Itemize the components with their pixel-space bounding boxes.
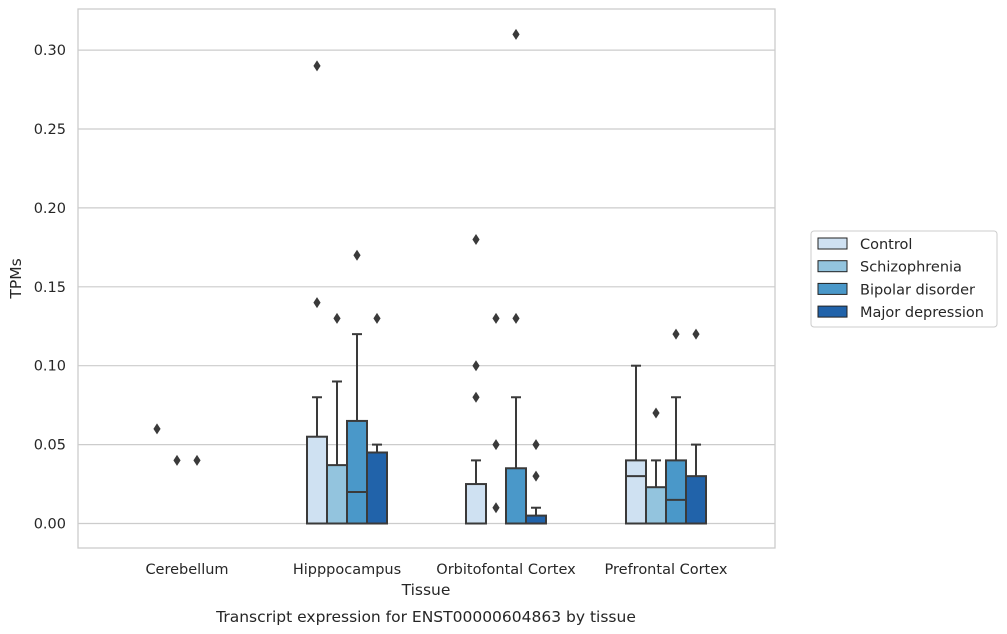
box [326,464,348,525]
legend-label: Schizophrenia [860,260,962,276]
outlier-point [313,60,321,72]
y-axis-label: TPMs [7,258,25,299]
legend-swatch [817,282,848,295]
legend: Control Schizophrenia Bipolar disorder Majo… [810,230,998,328]
x-axis-ticks: Cerebellum Hipppocampus Orbitofontal Corte… [145,562,727,578]
legend-label: Bipolar disorder [860,282,975,298]
box-group [346,249,368,525]
legend-swatch [817,260,848,273]
outlier-point [313,297,321,309]
box [525,514,547,525]
box-group [505,28,527,525]
box-group [665,328,687,525]
x-tick-label: Hipppocampus [293,562,401,578]
y-tick-label: 0.00 [34,517,66,533]
x-tick-label: Prefrontal Cortex [605,562,728,578]
y-tick-label: 0.15 [34,280,66,296]
outlier-point [492,439,500,451]
outlier-point [193,454,201,466]
legend-label: Control [860,237,912,253]
legend-frame [810,230,998,328]
outlier-point [672,328,680,340]
outlier-point [472,360,480,372]
box [505,467,527,525]
outlier-point [692,328,700,340]
box-group [173,454,181,466]
y-tick-label: 0.25 [34,122,66,138]
box [645,486,667,525]
box [465,483,487,525]
box [346,419,368,525]
y-tick-label: 0.05 [34,438,66,454]
y-axis-ticks: 0.00 0.05 0.10 0.15 0.20 0.25 0.30 [34,43,66,532]
outlier-point [532,470,540,482]
box-group [525,439,547,525]
box-group [193,454,201,466]
box [366,451,388,525]
box [625,459,647,525]
box-group [366,312,388,525]
x-tick-label: Orbitofontal Cortex [436,562,576,578]
legend-swatch [817,237,848,250]
outlier-point [333,312,341,324]
x-axis-label: Tissue [401,581,451,599]
outlier-point [652,407,660,419]
box [665,459,687,525]
outlier-point [492,312,500,324]
outlier-point [153,423,161,435]
box-plots [153,28,707,525]
box-group [685,328,707,525]
y-tick-label: 0.20 [34,201,66,217]
box-group [492,312,500,514]
y-tick-label: 0.10 [34,359,66,375]
box [306,435,328,525]
outlier-point [353,249,361,261]
outlier-point [492,502,500,514]
x-tick-label: Cerebellum [145,562,228,578]
outlier-point [512,312,520,324]
chart-caption: Transcript expression for ENST0000060486… [215,608,636,626]
outlier-point [173,454,181,466]
outlier-point [532,439,540,451]
box-group [645,407,667,525]
box [685,475,707,525]
box-group [465,233,487,525]
y-tick-label: 0.30 [34,43,66,59]
legend-label: Major depression [860,305,984,321]
outlier-point [472,233,480,245]
outlier-point [472,391,480,403]
outlier-point [373,312,381,324]
box-group [153,423,161,435]
gridlines [78,49,775,525]
box-group [306,60,328,525]
plot-area [77,8,776,549]
box-group [625,364,647,525]
box-group [326,312,348,525]
legend-swatch [817,305,848,318]
outlier-point [512,28,520,40]
